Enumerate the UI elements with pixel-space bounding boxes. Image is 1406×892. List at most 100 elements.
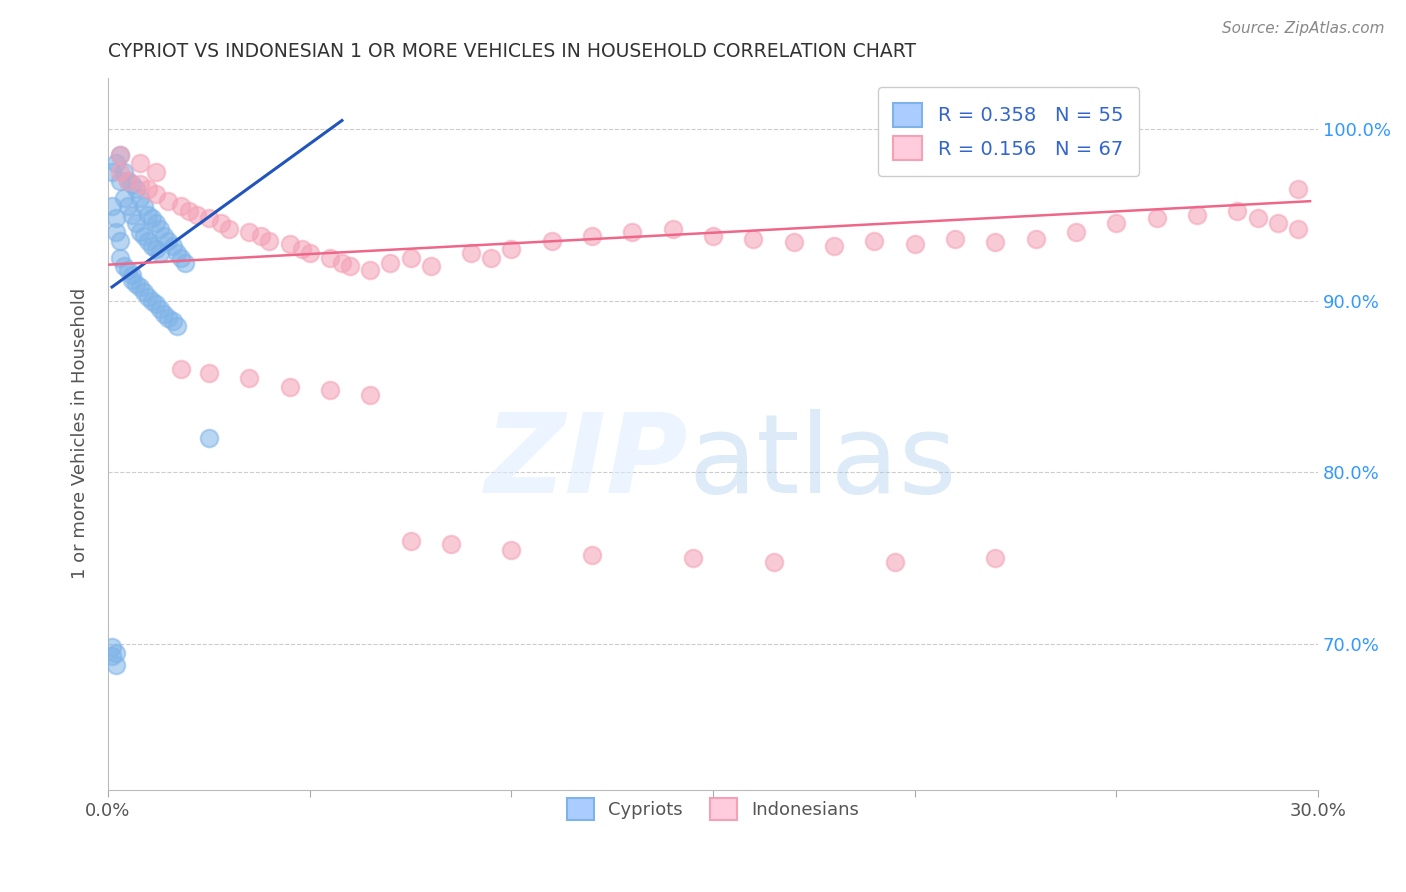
Point <box>145 165 167 179</box>
Point <box>501 242 523 256</box>
Point <box>742 232 765 246</box>
Point <box>177 204 200 219</box>
Point <box>105 646 128 660</box>
Point <box>129 280 152 294</box>
Point <box>1064 225 1087 239</box>
Point <box>105 225 128 239</box>
Point <box>291 242 314 256</box>
Point <box>198 366 221 380</box>
Point <box>108 173 131 187</box>
Point <box>117 263 139 277</box>
Point <box>238 225 260 239</box>
Point <box>943 232 966 246</box>
Point <box>145 297 167 311</box>
Point <box>984 551 1007 566</box>
Point <box>108 234 131 248</box>
Point <box>1267 217 1289 231</box>
Point <box>112 191 135 205</box>
Point <box>173 256 195 270</box>
Point <box>581 548 603 562</box>
Point <box>105 211 128 226</box>
Point <box>883 555 905 569</box>
Point <box>141 293 163 308</box>
Point <box>149 221 172 235</box>
Point <box>278 237 301 252</box>
Point <box>359 388 381 402</box>
Point <box>105 657 128 672</box>
Point <box>134 199 156 213</box>
Point <box>682 551 704 566</box>
Point <box>162 314 184 328</box>
Point <box>863 234 886 248</box>
Point <box>125 182 148 196</box>
Point <box>136 290 159 304</box>
Point <box>702 228 724 243</box>
Point <box>169 362 191 376</box>
Point <box>278 379 301 393</box>
Point <box>169 199 191 213</box>
Point <box>141 211 163 226</box>
Point <box>149 245 172 260</box>
Point <box>380 256 402 270</box>
Point <box>440 537 463 551</box>
Point <box>101 648 124 663</box>
Point <box>1105 217 1128 231</box>
Point <box>198 431 221 445</box>
Text: ZIP: ZIP <box>485 409 689 516</box>
Point <box>359 263 381 277</box>
Point <box>145 217 167 231</box>
Point <box>129 225 152 239</box>
Point <box>112 260 135 274</box>
Point <box>540 234 562 248</box>
Point <box>149 302 172 317</box>
Point <box>209 217 232 231</box>
Point <box>904 237 927 252</box>
Point <box>134 285 156 300</box>
Point <box>1185 208 1208 222</box>
Point <box>157 234 180 248</box>
Point <box>166 319 188 334</box>
Point <box>419 260 441 274</box>
Text: atlas: atlas <box>689 409 957 516</box>
Point <box>125 277 148 291</box>
Point <box>198 211 221 226</box>
Point <box>661 221 683 235</box>
Point <box>145 187 167 202</box>
Point <box>136 208 159 222</box>
Point <box>108 165 131 179</box>
Point <box>250 228 273 243</box>
Point <box>460 245 482 260</box>
Point <box>166 245 188 260</box>
Point <box>186 208 208 222</box>
Point <box>101 199 124 213</box>
Point <box>330 256 353 270</box>
Legend: Cypriots, Indonesians: Cypriots, Indonesians <box>553 783 873 834</box>
Point <box>169 251 191 265</box>
Point <box>153 228 176 243</box>
Point <box>108 148 131 162</box>
Point <box>319 383 342 397</box>
Point <box>108 251 131 265</box>
Point <box>117 199 139 213</box>
Point <box>157 310 180 325</box>
Point <box>783 235 806 250</box>
Text: CYPRIOT VS INDONESIAN 1 OR MORE VEHICLES IN HOUSEHOLD CORRELATION CHART: CYPRIOT VS INDONESIAN 1 OR MORE VEHICLES… <box>108 42 917 61</box>
Point <box>162 239 184 253</box>
Point <box>1146 211 1168 226</box>
Point <box>145 242 167 256</box>
Point <box>218 221 240 235</box>
Text: Source: ZipAtlas.com: Source: ZipAtlas.com <box>1222 21 1385 36</box>
Point <box>621 225 644 239</box>
Point <box>298 245 321 260</box>
Point <box>581 228 603 243</box>
Point <box>823 239 845 253</box>
Point <box>1286 182 1309 196</box>
Point <box>762 555 785 569</box>
Point <box>121 273 143 287</box>
Point <box>121 268 143 282</box>
Point <box>1226 204 1249 219</box>
Point <box>339 260 361 274</box>
Point <box>129 177 152 191</box>
Point <box>108 148 131 162</box>
Point <box>259 234 281 248</box>
